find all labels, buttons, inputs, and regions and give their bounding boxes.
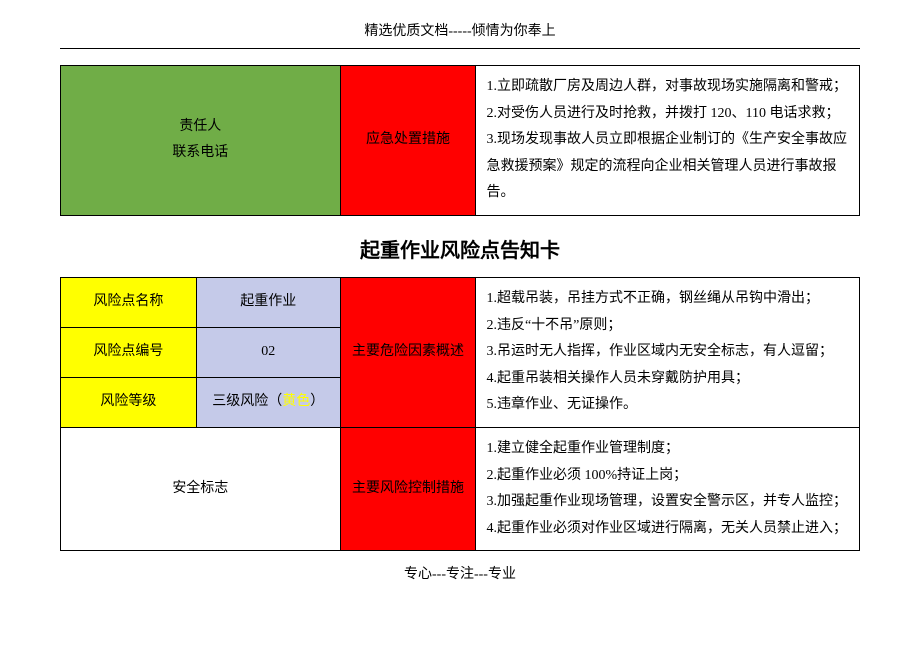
hazard-factors-content-cell: 1.超载吊装，吊挂方式不正确，钢丝绳从吊钩中滑出；2.违反“十不吊”原则；3.吊… xyxy=(476,277,860,427)
responsible-person-cell: 责任人 联系电话 xyxy=(61,66,341,216)
contact-phone-label: 联系电话 xyxy=(71,140,330,167)
risk-code-label: 风险点编号 xyxy=(61,327,197,377)
risk-name-label: 风险点名称 xyxy=(61,277,197,327)
emergency-measures-label-cell: 应急处置措施 xyxy=(340,66,476,216)
responsible-person-label: 责任人 xyxy=(71,114,330,141)
emergency-response-table: 责任人 联系电话 应急处置措施 1.立即疏散厂房及周边人群，对事故现场实施隔离和… xyxy=(60,65,860,216)
risk-level-value: 三级风险（黄色） xyxy=(196,377,340,427)
emergency-measures-content-cell: 1.立即疏散厂房及周边人群，对事故现场实施隔离和警戒；2.对受伤人员进行及时抢救… xyxy=(476,66,860,216)
list-item: 2.起重作业必须 100%持证上岗； xyxy=(486,463,849,490)
list-item: 2.对受伤人员进行及时抢救，并拨打 120、110 电话求救； xyxy=(486,101,849,128)
list-item: 1.建立健全起重作业管理制度； xyxy=(486,436,849,463)
risk-level-prefix: 三级风险（ xyxy=(212,394,282,409)
risk-point-card-table: 风险点名称 起重作业 主要危险因素概述 1.超载吊装，吊挂方式不正确，钢丝绳从吊… xyxy=(60,277,860,551)
risk-code-value: 02 xyxy=(196,327,340,377)
list-item: 5.违章作业、无证操作。 xyxy=(486,392,849,419)
list-item: 2.违反“十不吊”原则； xyxy=(486,313,849,340)
risk-level-suffix: ） xyxy=(310,394,324,409)
list-item: 3.吊运时无人指挥，作业区域内无安全标志，有人逗留； xyxy=(486,339,849,366)
control-measures-content-cell: 1.建立健全起重作业管理制度；2.起重作业必须 100%持证上岗；3.加强起重作… xyxy=(476,427,860,550)
list-item: 4.起重吊装相关操作人员未穿戴防护用具； xyxy=(486,366,849,393)
safety-sign-label: 安全标志 xyxy=(172,481,228,496)
control-measures-label: 主要风险控制措施 xyxy=(352,481,464,496)
list-item: 3.现场发现事故人员立即根据企业制订的《生产安全事故应急救援预案》规定的流程向企… xyxy=(486,127,849,207)
hazard-factors-label: 主要危险因素概述 xyxy=(352,344,464,359)
document-footer: 专心---专注---专业 xyxy=(60,563,860,583)
document-header: 精选优质文档-----倾情为你奉上 xyxy=(60,20,860,49)
risk-level-yellow-word: 黄色 xyxy=(282,394,310,409)
list-item: 1.立即疏散厂房及周边人群，对事故现场实施隔离和警戒； xyxy=(486,74,849,101)
hazard-factors-label-cell: 主要危险因素概述 xyxy=(340,277,476,427)
risk-name-value: 起重作业 xyxy=(196,277,340,327)
list-item: 3.加强起重作业现场管理，设置安全警示区，并专人监控； xyxy=(486,489,849,516)
section-title: 起重作业风险点告知卡 xyxy=(60,234,860,263)
safety-sign-label-cell: 安全标志 xyxy=(61,427,341,550)
control-measures-label-cell: 主要风险控制措施 xyxy=(340,427,476,550)
list-item: 4.起重作业必须对作业区域进行隔离，无关人员禁止进入； xyxy=(486,516,849,543)
list-item: 1.超载吊装，吊挂方式不正确，钢丝绳从吊钩中滑出； xyxy=(486,286,849,313)
risk-level-label: 风险等级 xyxy=(61,377,197,427)
emergency-measures-label: 应急处置措施 xyxy=(366,132,450,147)
